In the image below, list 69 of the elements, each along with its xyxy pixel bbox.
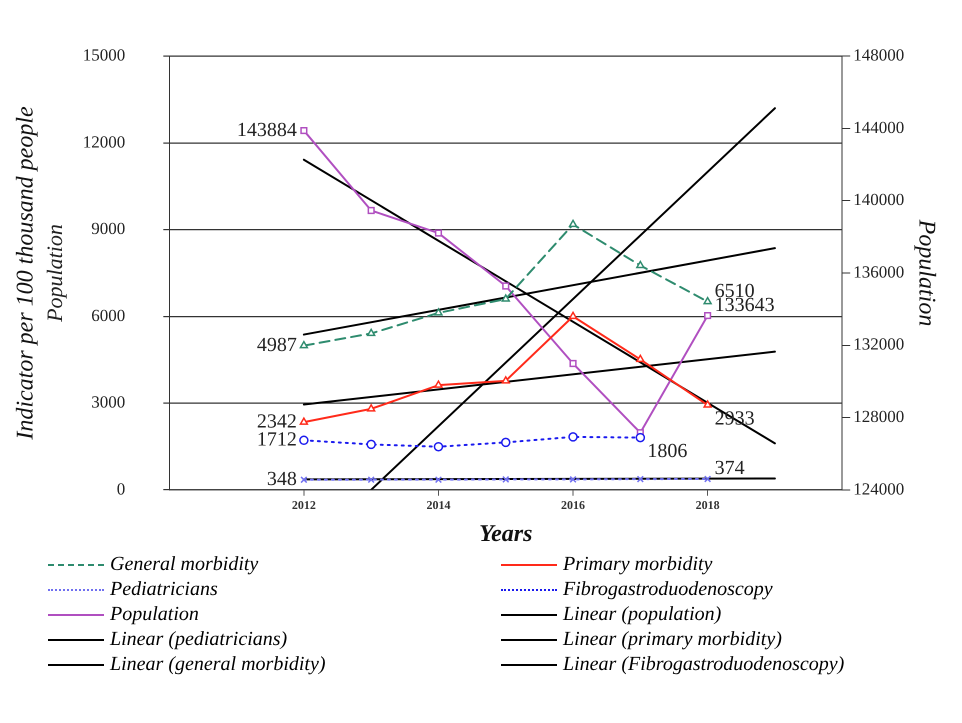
point bbox=[434, 229, 442, 237]
point bbox=[502, 476, 510, 483]
y2-tick-label: 132000 bbox=[853, 334, 904, 354]
point bbox=[569, 360, 577, 368]
data-label: 348 bbox=[266, 468, 297, 490]
point bbox=[368, 206, 375, 214]
point bbox=[368, 476, 375, 484]
legend-label: Population bbox=[110, 603, 199, 626]
point bbox=[434, 308, 443, 316]
y2-tick-label: 136000 bbox=[853, 262, 904, 282]
y-axis-title: Indicator per 100 thousand people bbox=[12, 106, 39, 441]
point bbox=[636, 476, 644, 483]
x-tick-label: 2014 bbox=[426, 498, 450, 512]
data-label: 374 bbox=[714, 457, 745, 480]
point bbox=[434, 442, 444, 452]
data-label: 4987 bbox=[256, 334, 297, 356]
point bbox=[300, 417, 308, 425]
point bbox=[703, 400, 712, 408]
point bbox=[704, 312, 712, 320]
y-tick-label: 0 bbox=[116, 479, 126, 498]
legend-label: General morbidity bbox=[110, 553, 258, 576]
legend-label: Pediatricians bbox=[110, 578, 218, 601]
point bbox=[568, 220, 578, 228]
legend-label: Primary morbidity bbox=[563, 553, 712, 576]
data-label: 143884 bbox=[236, 118, 297, 141]
y2-tick-label: 144000 bbox=[853, 118, 904, 137]
point bbox=[434, 476, 442, 484]
point bbox=[502, 282, 510, 290]
data-label: 1806 bbox=[647, 440, 688, 462]
point bbox=[300, 340, 308, 348]
point bbox=[568, 432, 578, 442]
point bbox=[704, 475, 712, 483]
y-tick-label: 6000 bbox=[91, 306, 126, 325]
text: Population bbox=[42, 224, 67, 323]
legend-label: Fibrogastroduodenoscopy bbox=[563, 578, 773, 601]
legend-label: Linear (pediatricians) bbox=[110, 628, 288, 651]
point bbox=[300, 126, 308, 134]
point bbox=[502, 294, 510, 302]
point bbox=[703, 296, 712, 304]
point bbox=[366, 328, 376, 336]
point bbox=[434, 380, 443, 388]
y2-axis-title: Population bbox=[913, 218, 940, 326]
y2-tick-label: 124000 bbox=[853, 479, 904, 498]
x-axis-title: Years bbox=[479, 520, 532, 547]
y-tick-label: 12000 bbox=[82, 132, 126, 152]
point bbox=[501, 438, 510, 448]
y-tick-label: 9000 bbox=[91, 219, 126, 238]
point bbox=[636, 432, 646, 442]
x-tick-label: 2016 bbox=[561, 498, 586, 512]
point bbox=[366, 404, 376, 412]
point bbox=[299, 436, 309, 446]
point bbox=[300, 476, 308, 484]
point bbox=[568, 312, 578, 320]
legend-label: Linear (Fibrogastroduodenoscopy) bbox=[563, 653, 844, 676]
point bbox=[569, 476, 577, 483]
legend-label: Linear (population) bbox=[563, 603, 722, 626]
legend-label: Linear (general morbidity) bbox=[110, 653, 326, 676]
point bbox=[366, 440, 376, 450]
y2-tick-label: 140000 bbox=[853, 190, 904, 210]
point bbox=[502, 376, 510, 384]
point bbox=[636, 260, 645, 268]
y2-tick-label: 148000 bbox=[853, 46, 904, 65]
y2-tick-label: 128000 bbox=[853, 407, 904, 426]
point bbox=[636, 354, 645, 362]
x-tick-label: 2012 bbox=[292, 498, 316, 512]
x-tick-label: 2018 bbox=[696, 498, 720, 512]
y-tick-label: 15000 bbox=[82, 46, 126, 65]
y-tick-label: 3000 bbox=[91, 392, 126, 412]
legend-label: Linear (primary morbidity) bbox=[563, 628, 782, 651]
